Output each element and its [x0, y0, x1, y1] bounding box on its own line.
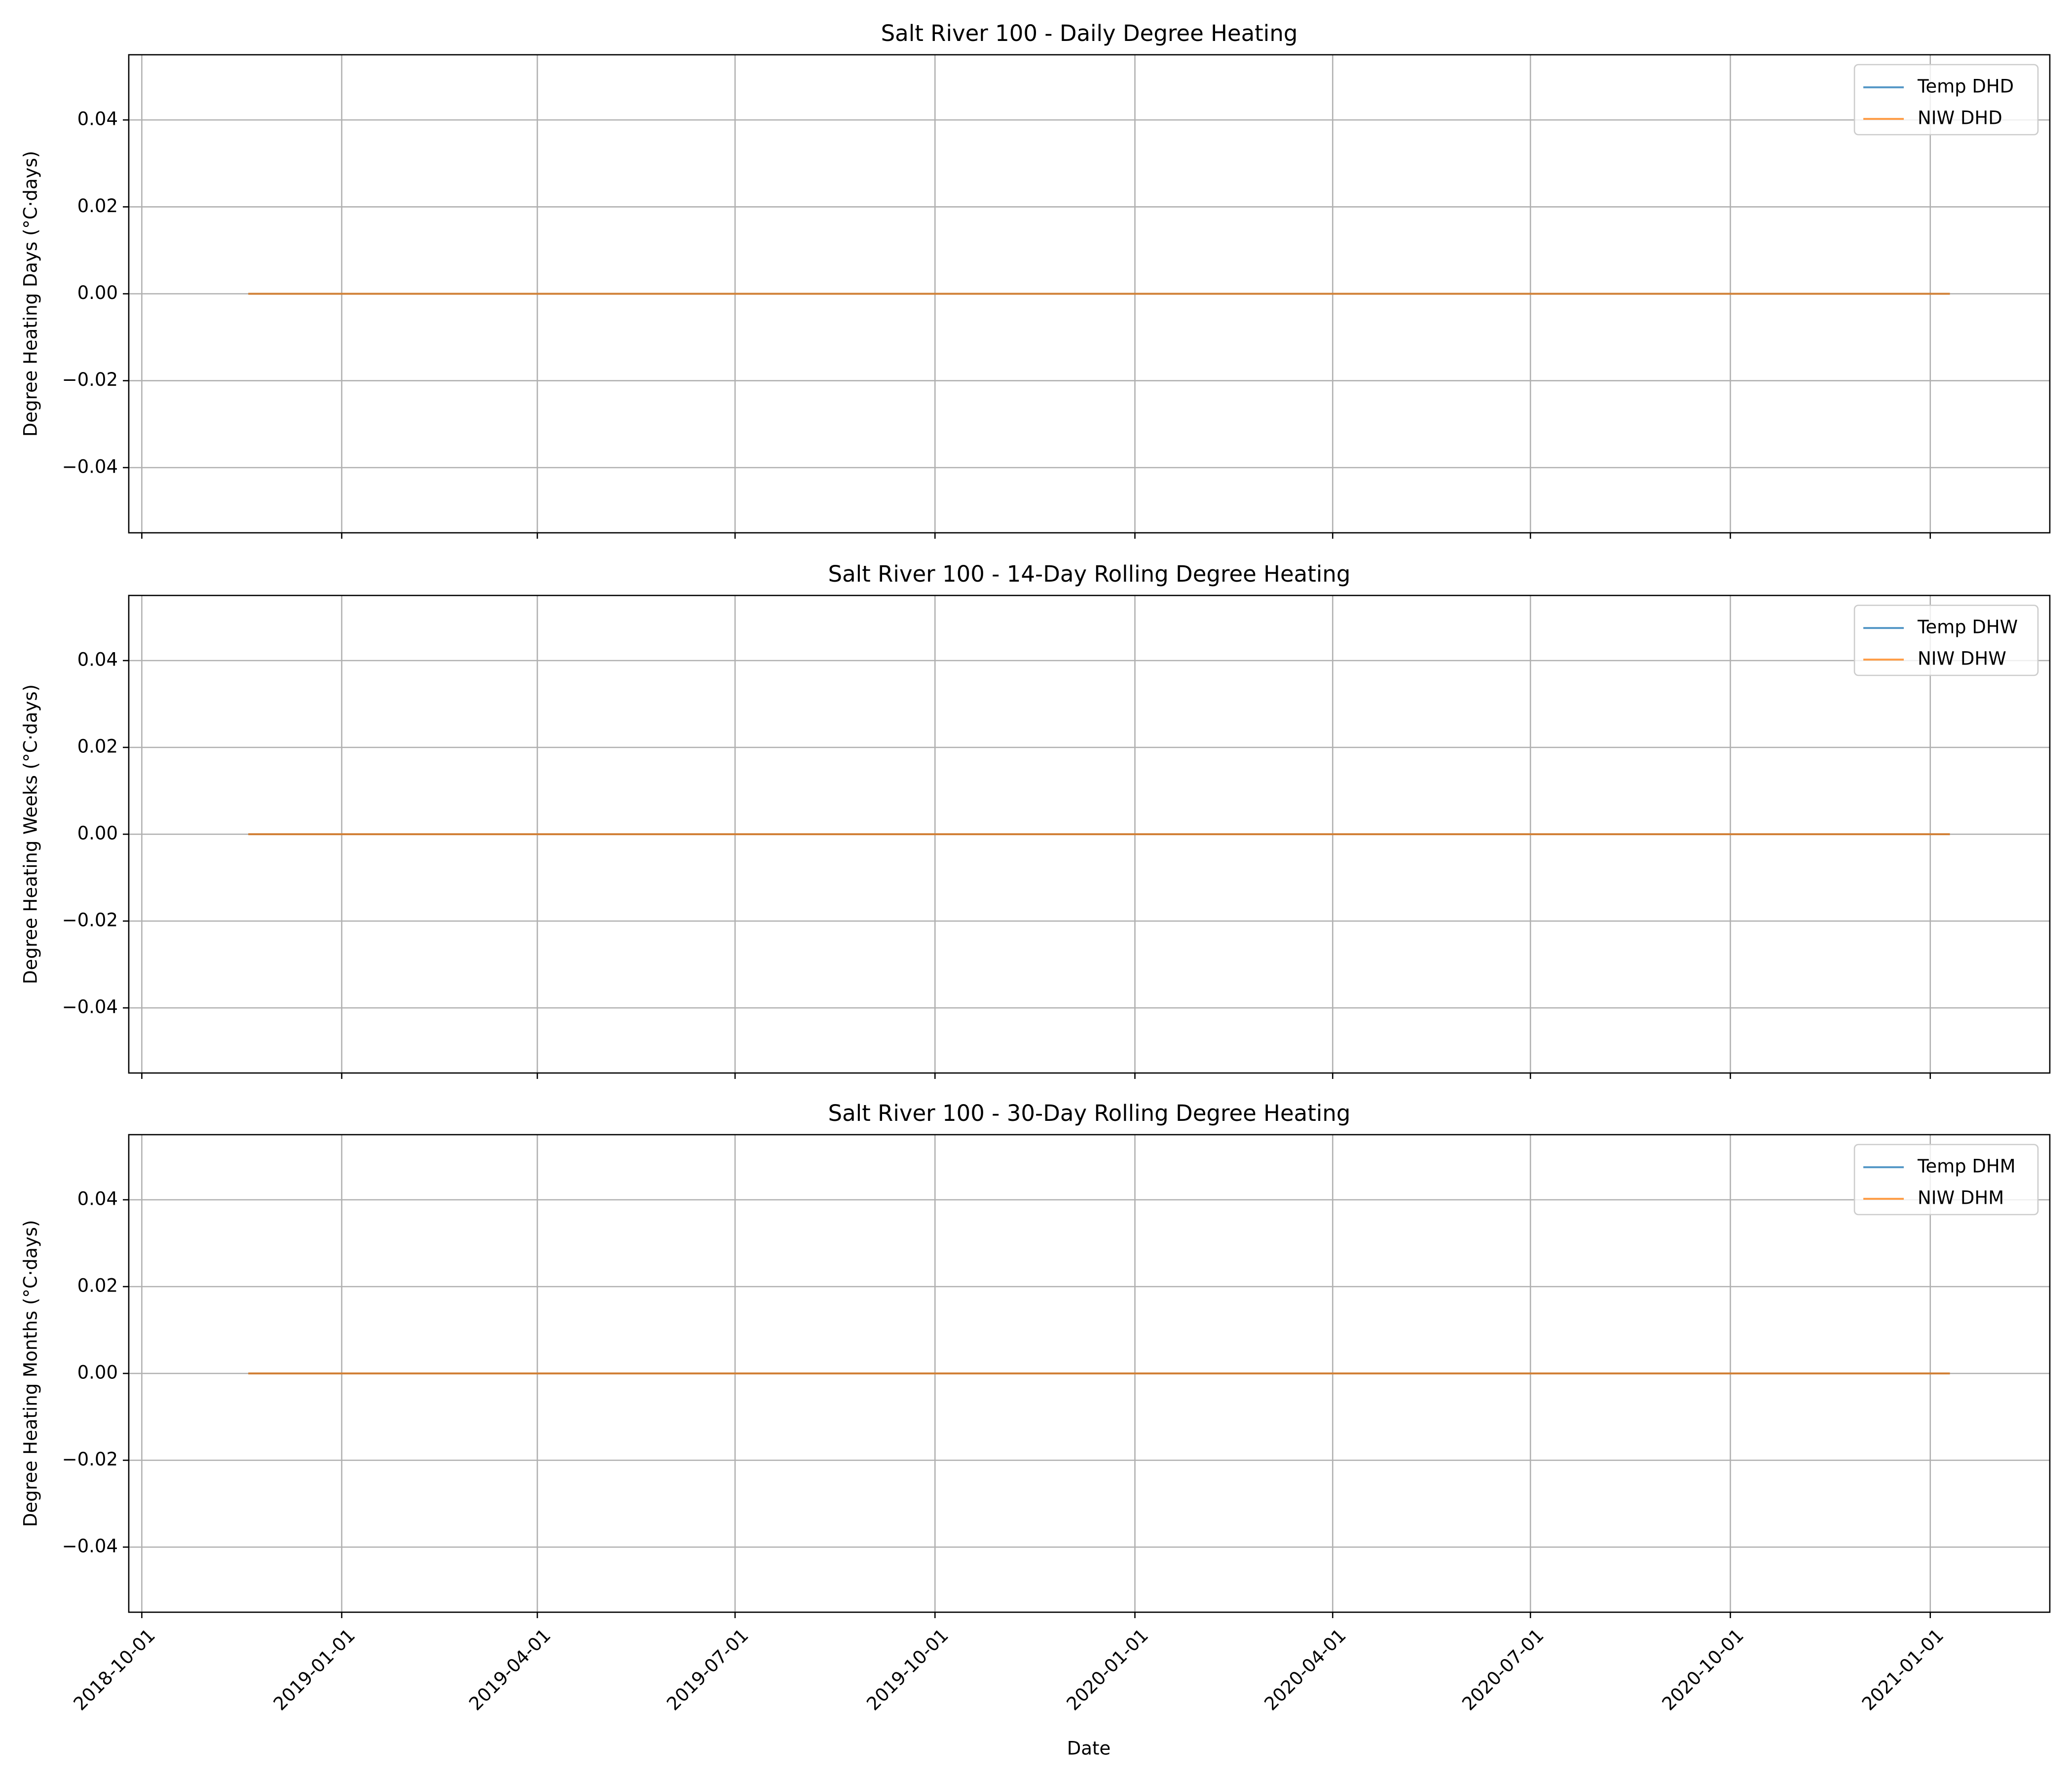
legend-label: Temp DHW: [1917, 617, 2018, 638]
chart-title: Salt River 100 - 14-Day Rolling Degree H…: [828, 561, 1351, 587]
y-tick-label: 0.00: [77, 282, 118, 303]
legend-box: [1853, 64, 2039, 136]
y-tick-label: 0.04: [77, 109, 118, 130]
y-tick-label: 0.00: [77, 823, 118, 844]
y-tick-label: 0.02: [77, 1275, 118, 1296]
x-axis-label: Date: [1067, 1738, 1110, 1759]
y-tick-label: −0.04: [62, 1536, 118, 1557]
y-tick-label: 0.04: [77, 649, 118, 670]
y-tick-label: −0.02: [62, 910, 118, 931]
chart-title: Salt River 100 - Daily Degree Heating: [881, 20, 1298, 46]
y-axis-label: Degree Heating Months (°C·days): [20, 1220, 41, 1527]
legend-label: NIW DHM: [1918, 1187, 2004, 1209]
legend-box: [1853, 1144, 2039, 1216]
legend-label: NIW DHW: [1918, 648, 2006, 669]
plot-frame: [128, 594, 2051, 1074]
y-tick-label: 0.04: [77, 1188, 118, 1210]
y-tick-label: −0.02: [62, 1449, 118, 1470]
plot-frame: [128, 1134, 2051, 1613]
y-tick-label: 0.00: [77, 1362, 118, 1383]
y-tick-label: 0.02: [77, 736, 118, 757]
y-axis-label: Degree Heating Weeks (°C·days): [20, 684, 41, 984]
y-tick-label: −0.02: [62, 369, 118, 390]
legend-label: NIW DHD: [1918, 108, 2002, 129]
y-axis-label: Degree Heating Days (°C·days): [20, 151, 41, 437]
plot-frame: [128, 54, 2051, 534]
chart-title: Salt River 100 - 30-Day Rolling Degree H…: [828, 1100, 1351, 1126]
legend-label: Temp DHM: [1917, 1156, 2016, 1177]
y-tick-label: −0.04: [62, 456, 118, 477]
y-tick-label: 0.02: [77, 195, 118, 217]
y-tick-label: −0.04: [62, 997, 118, 1018]
legend-label: Temp DHD: [1917, 76, 2014, 97]
legend-box: [1853, 604, 2039, 676]
